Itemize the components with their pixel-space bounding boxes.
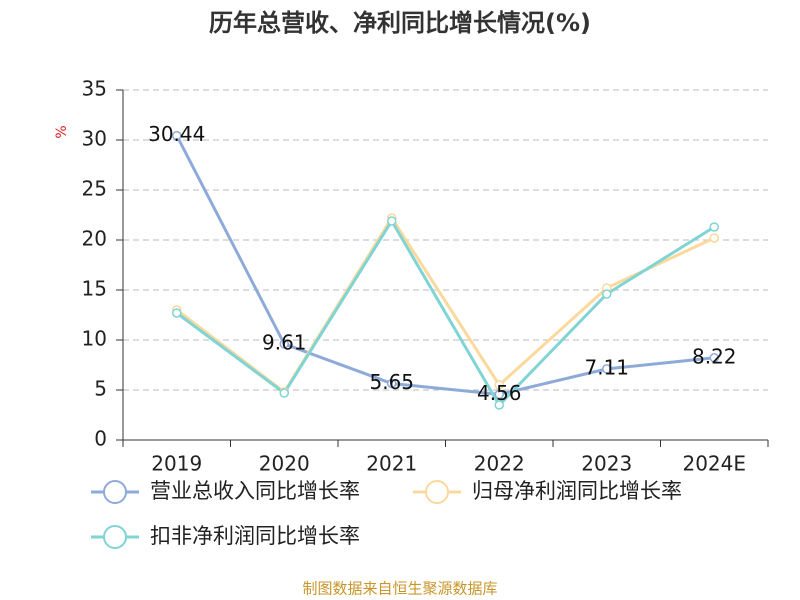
point <box>602 289 612 299</box>
data-label: 8.22 <box>692 344 737 368</box>
y-tick-label: 0 <box>94 427 107 451</box>
legend-marker <box>103 525 127 549</box>
point <box>172 130 182 141</box>
point <box>279 339 289 349</box>
point <box>172 308 182 318</box>
legend-label: 归母净利润同比增长率 <box>472 479 682 503</box>
legend-marker <box>103 480 127 504</box>
series-line <box>175 218 716 408</box>
point <box>494 400 504 410</box>
data-label: 30.44 <box>148 122 205 146</box>
point <box>709 233 719 243</box>
y-tick-label: 25 <box>82 177 107 201</box>
point <box>387 378 397 389</box>
point <box>387 216 397 226</box>
x-tick-label: 2022 <box>474 452 525 476</box>
y-tick-label: 10 <box>82 327 107 351</box>
data-label: 9.61 <box>262 330 307 354</box>
data-label: 4.56 <box>477 381 522 405</box>
data-label: 5.65 <box>369 370 414 394</box>
x-tick-label: 2021 <box>366 452 417 476</box>
x-tick-label: 2019 <box>151 452 202 476</box>
data-label: 7.11 <box>584 355 629 379</box>
y-tick-label: 30 <box>82 127 107 151</box>
point <box>279 388 289 398</box>
series-line <box>175 134 715 396</box>
y-tick-label: 15 <box>82 277 107 301</box>
legend-marker <box>425 480 449 504</box>
legend-label: 营业总收入同比增长率 <box>150 479 360 503</box>
legend-label: 扣非净利润同比增长率 <box>150 524 360 548</box>
y-tick-label: 5 <box>94 377 107 401</box>
chart-title: 历年总营收、净利同比增长情况(%) <box>209 9 591 37</box>
y-tick-label: 35 <box>82 77 107 101</box>
point <box>709 222 719 232</box>
point <box>602 364 612 374</box>
y-tick-label: 20 <box>82 227 107 251</box>
x-tick-label: 2023 <box>581 452 632 476</box>
source-note: 制图数据来自恒生聚源数据库 <box>302 580 497 598</box>
point <box>494 389 504 400</box>
point <box>494 380 504 390</box>
y-axis-label: % <box>54 125 70 138</box>
x-tick-label: 2024E <box>682 452 746 476</box>
x-tick-label: 2020 <box>259 452 310 476</box>
point <box>709 353 719 363</box>
